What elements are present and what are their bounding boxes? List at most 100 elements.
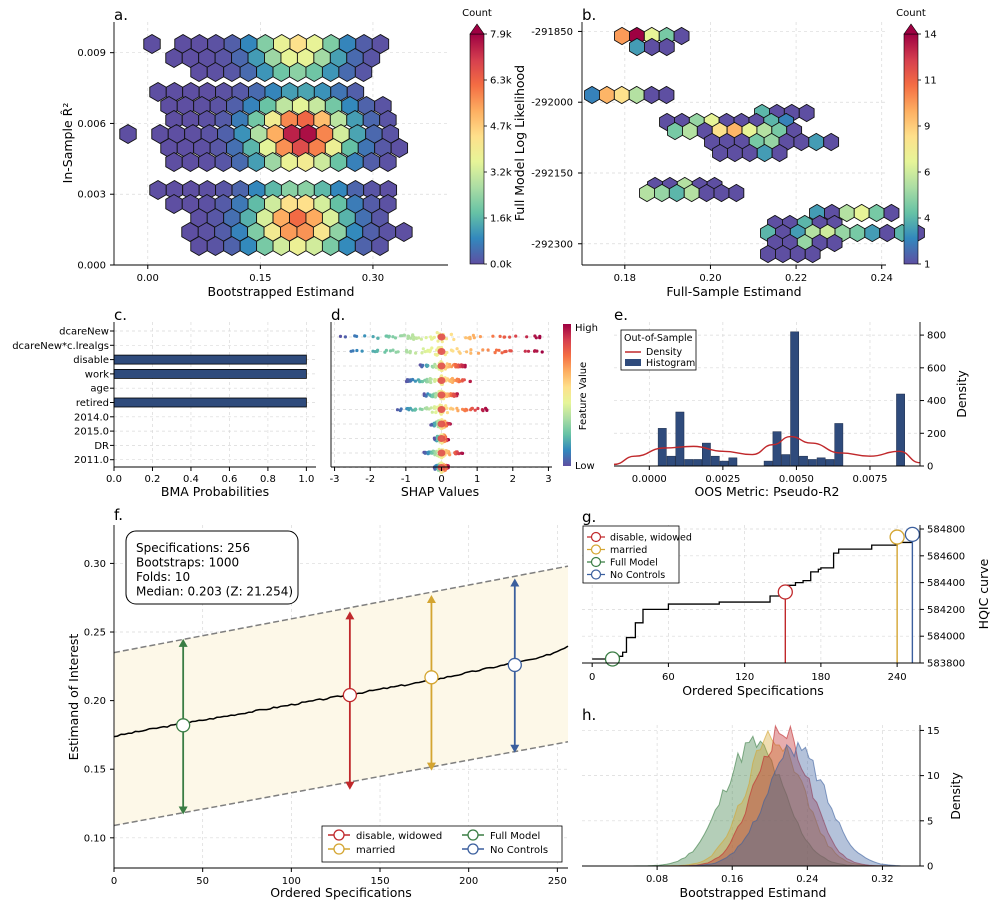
panel-d-xlabel: SHAP Values bbox=[401, 484, 479, 499]
shap-point bbox=[407, 334, 411, 338]
shap-point bbox=[533, 349, 537, 353]
shap-point bbox=[425, 349, 429, 353]
hexbin bbox=[198, 151, 216, 173]
legend-entry: No Controls bbox=[490, 845, 548, 856]
category-label: disable bbox=[73, 355, 109, 366]
tick-label: 800 bbox=[927, 331, 946, 342]
category-label: retired bbox=[76, 398, 109, 409]
hexbin bbox=[354, 61, 373, 83]
colorbar-title: Feature Value bbox=[578, 362, 589, 430]
tick-label: 0 bbox=[927, 862, 933, 873]
shap-point bbox=[396, 350, 400, 354]
histogram-bar bbox=[666, 455, 676, 467]
hexbin bbox=[321, 61, 340, 83]
tick-label: 0.30 bbox=[84, 559, 106, 570]
shap-density-core bbox=[437, 435, 446, 442]
shap-point bbox=[465, 350, 469, 354]
hexbin bbox=[289, 235, 307, 257]
tick-label: -3 bbox=[330, 474, 340, 485]
hexbin bbox=[728, 183, 745, 203]
colorbar-tick-label: 3.2k bbox=[490, 168, 512, 179]
tick-label: 584800 bbox=[927, 525, 965, 536]
spec-marker bbox=[176, 718, 191, 733]
info-line: Folds: 10 bbox=[136, 570, 190, 584]
tick-label: 0.20 bbox=[699, 273, 721, 284]
spec-marker bbox=[889, 529, 905, 545]
shap-point bbox=[497, 348, 501, 352]
shap-point bbox=[391, 348, 395, 352]
tick-label: 0.00 bbox=[137, 273, 159, 284]
tick-label: 0.009 bbox=[77, 48, 106, 59]
hexbin bbox=[879, 223, 896, 243]
hexbin bbox=[149, 179, 167, 201]
shap-point bbox=[434, 393, 438, 397]
tick-label: 0 bbox=[927, 462, 933, 473]
shap-point bbox=[533, 334, 537, 338]
hexbin bbox=[682, 121, 698, 141]
shap-point bbox=[455, 392, 459, 396]
ci-arrow-up bbox=[178, 638, 188, 647]
shap-point bbox=[439, 368, 444, 372]
shap-density-core bbox=[437, 406, 446, 413]
colorbar-tick-label: 6.3k bbox=[490, 76, 512, 87]
tick-label: 240 bbox=[888, 672, 907, 683]
shap-point bbox=[343, 335, 347, 339]
histogram-bar bbox=[675, 411, 685, 467]
hexbin bbox=[584, 85, 600, 105]
hexbin bbox=[190, 235, 208, 257]
colorbar-tick-label: 1.6k bbox=[490, 214, 512, 225]
shap-point bbox=[451, 349, 455, 353]
hexbin bbox=[756, 143, 773, 163]
shap-point bbox=[424, 336, 428, 340]
colorbar-gradient bbox=[903, 33, 919, 265]
colorbar-title: Count bbox=[462, 8, 492, 19]
hexbin bbox=[614, 26, 630, 46]
hexbin bbox=[206, 235, 225, 257]
panel-b-xlabel: Full-Sample Estimand bbox=[666, 284, 801, 299]
panel-d: d. -3 -2 -1 0 1 2 3 SHAP Values High Low Feature… bbox=[330, 306, 598, 499]
shap-point bbox=[393, 336, 398, 340]
shap-point bbox=[433, 362, 437, 366]
legend-entry: married bbox=[356, 845, 395, 856]
tick-label: 584400 bbox=[927, 578, 965, 589]
tick-label: 0.0000 bbox=[632, 474, 667, 485]
shap-point bbox=[383, 350, 387, 354]
tick-label: 0.2 bbox=[145, 474, 161, 485]
hexbin bbox=[256, 235, 274, 257]
shap-point bbox=[458, 351, 462, 355]
shap-point bbox=[360, 349, 364, 353]
tick-label: 0 bbox=[111, 876, 117, 887]
category-label: age bbox=[90, 384, 109, 395]
tick-label: 583800 bbox=[927, 659, 965, 670]
shap-point bbox=[338, 334, 343, 338]
spec-marker bbox=[604, 651, 621, 667]
colorbar-tick-label: 1 bbox=[924, 260, 930, 271]
category-label: dcareNew*c.lrealgs bbox=[12, 341, 109, 352]
shap-point bbox=[445, 411, 450, 415]
shap-point bbox=[430, 346, 434, 350]
shap-point bbox=[514, 334, 518, 338]
panel-h: h. 0.08 0.16 0.24 0.32 0 5 10 15 Bootstrapped E… bbox=[582, 706, 963, 900]
histogram-bar bbox=[807, 459, 817, 467]
shap-point bbox=[418, 407, 422, 411]
hexbin bbox=[206, 61, 225, 83]
panel-f-lower-bound bbox=[113, 741, 569, 827]
shap-point bbox=[494, 348, 499, 352]
histogram-bar bbox=[719, 460, 729, 467]
tick-label: 0.20 bbox=[84, 696, 106, 707]
legend-box bbox=[321, 825, 563, 863]
shap-point bbox=[413, 407, 418, 411]
tick-label: 0.16 bbox=[721, 874, 743, 885]
hexbin bbox=[321, 235, 340, 257]
hexbin bbox=[639, 183, 655, 203]
shap-point bbox=[428, 348, 432, 352]
tick-label: 0.24 bbox=[796, 874, 818, 885]
tick-label: -292000 bbox=[531, 98, 573, 109]
shap-point bbox=[426, 363, 430, 368]
shap-point bbox=[353, 334, 357, 338]
legend-entry: disable, widowed bbox=[356, 831, 442, 842]
shap-point bbox=[426, 450, 430, 454]
shap-point bbox=[430, 393, 434, 397]
shap-point bbox=[473, 408, 477, 412]
shap-point bbox=[391, 335, 395, 339]
